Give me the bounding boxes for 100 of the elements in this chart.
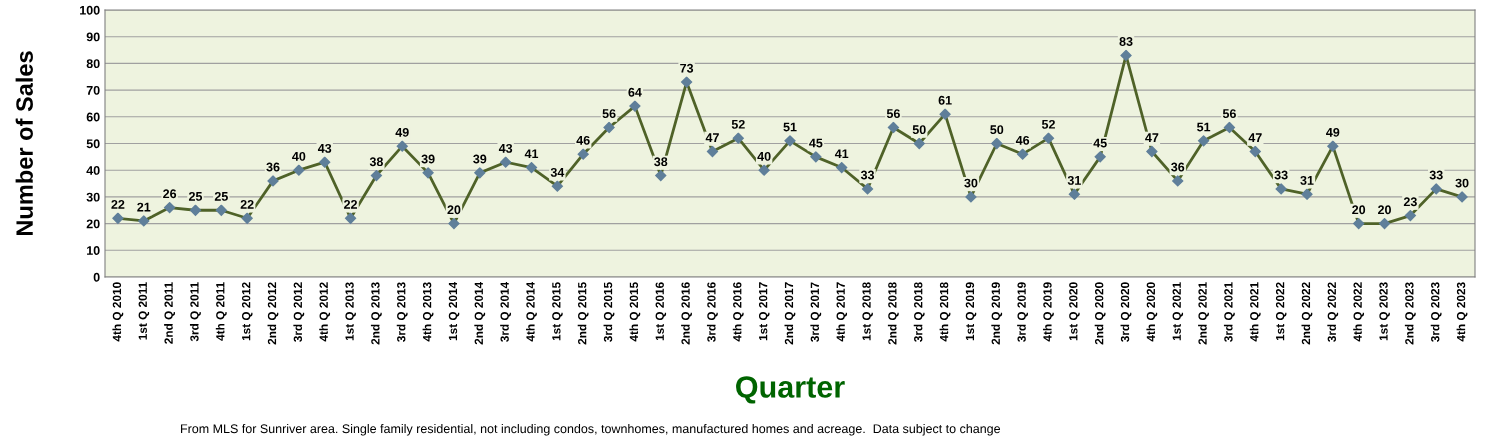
x-tick-label: 4th Q 2023	[1456, 282, 1468, 342]
x-tick-label: 2nd Q 2019	[991, 282, 1003, 345]
x-tick-label: 1st Q 2020	[1069, 282, 1080, 341]
x-tick-label: 1st Q 2018	[862, 282, 873, 341]
y-tick-label: 10	[87, 246, 100, 255]
x-tick-label: 1st Q 2013	[345, 282, 356, 341]
data-label: 33	[1429, 170, 1443, 180]
x-tick-label: 3rd Q 2023	[1430, 282, 1442, 342]
data-label: 31	[1067, 175, 1081, 185]
x-tick-label: 1st Q 2019	[965, 282, 977, 341]
x-tick-label: 3rd Q 2011	[189, 282, 201, 342]
x-tick-label: 4th Q 2014	[526, 281, 537, 342]
data-label: 43	[317, 143, 332, 153]
x-tick-label: 3rd Q 2017	[810, 282, 822, 342]
data-label: 23	[1403, 197, 1417, 207]
x-tick-label: 3rd Q 2013	[396, 282, 408, 342]
data-label: 36	[1171, 162, 1185, 172]
data-label: 26	[163, 189, 177, 199]
data-label: 38	[654, 157, 668, 167]
x-tick-label: 3rd Q 2019	[1017, 282, 1029, 342]
x-tick-label: 4th Q 2017	[836, 282, 848, 342]
x-tick-label: 2nd Q 2023	[1404, 282, 1416, 345]
data-label: 22	[344, 199, 358, 209]
x-tick-label: 4th Q 2016	[732, 282, 744, 342]
x-tick-label: 2nd Q 2021	[1198, 282, 1209, 345]
data-label: 52	[731, 119, 745, 129]
x-tick-label: 4th Q 2021	[1249, 282, 1261, 342]
data-label: 40	[292, 151, 306, 161]
data-label: 43	[498, 143, 513, 153]
x-tick-label: 4th Q 2013	[422, 282, 434, 342]
x-tick-label: 2nd Q 2011	[164, 282, 175, 344]
data-label: 20	[1378, 205, 1391, 215]
x-tick-label: 1st Q 2014	[448, 281, 460, 341]
data-label: 47	[1145, 133, 1159, 142]
y-tick-label: 100	[80, 5, 100, 15]
x-tick-label: 4th Q 2020	[1146, 282, 1158, 342]
x-tick-label: 2nd Q 2016	[681, 282, 692, 345]
y-tick-label: 30	[86, 192, 100, 202]
x-tick-label: 3rd Q 2020	[1120, 282, 1132, 342]
data-label: 33	[1274, 170, 1288, 180]
data-label: 34	[550, 167, 565, 177]
data-label: 56	[886, 109, 900, 119]
data-label: 56	[1222, 109, 1236, 119]
x-tick-label: 2nd Q 2015	[577, 282, 589, 345]
x-tick-label: 3rd Q 2018	[913, 282, 925, 342]
data-label: 45	[1093, 138, 1107, 148]
data-label: 50	[912, 125, 926, 135]
x-tick-label: 2nd Q 2013	[370, 282, 382, 345]
x-tick-label: 2nd Q 2014	[474, 281, 486, 345]
data-label: 25	[214, 191, 228, 201]
x-tick-label: 2nd Q 2012	[267, 282, 279, 345]
x-tick-label: 3rd Q 2015	[603, 282, 615, 342]
data-label: 39	[473, 154, 487, 164]
x-tick-label: 1st Q 2015	[552, 282, 563, 341]
data-label: 36	[266, 162, 280, 172]
x-tick-label: 1st Q 2016	[655, 282, 667, 341]
data-label: 41	[524, 149, 539, 158]
data-label: 41	[834, 149, 849, 158]
data-label: 61	[938, 95, 952, 105]
x-tick-label: 1st Q 2011	[138, 282, 150, 340]
y-axis-title: Number of Sales	[15, 51, 33, 236]
data-label: 49	[1326, 127, 1340, 137]
x-tick-label: 4th Q 2015	[629, 282, 641, 342]
y-tick-label: 50	[86, 139, 100, 149]
x-tick-label: 4th Q 2012	[319, 282, 331, 342]
data-label: 47	[1248, 133, 1262, 142]
data-label: 40	[757, 151, 771, 161]
data-label: 73	[680, 63, 694, 73]
x-axis-title: Quarter	[736, 376, 845, 404]
y-tick-label: 60	[86, 112, 100, 122]
x-tick-label: 3rd Q 2014	[500, 281, 512, 342]
x-tick-label: 2nd Q 2020	[1094, 282, 1106, 345]
y-tick-label: 20	[86, 219, 100, 229]
data-label: 56	[602, 109, 616, 119]
x-tick-label: 3rd Q 2012	[293, 282, 305, 342]
data-label: 51	[1197, 122, 1211, 132]
data-label: 52	[1041, 119, 1055, 129]
x-tick-label: 1st Q 2021	[1172, 282, 1184, 341]
x-tick-label: 2nd Q 2022	[1301, 282, 1313, 345]
y-tick-label: 90	[86, 32, 100, 42]
data-label: 45	[809, 138, 823, 148]
x-tick-label: 4th Q 2010	[112, 282, 124, 342]
data-label: 30	[964, 178, 978, 188]
x-tick-label: 1st Q 2023	[1379, 282, 1390, 341]
data-label: 30	[1455, 178, 1469, 188]
x-tick-label: 3rd Q 2022	[1327, 282, 1339, 342]
data-label: 20	[447, 205, 461, 215]
data-label: 22	[111, 199, 125, 209]
x-tick-label: 3rd Q 2021	[1223, 282, 1235, 342]
data-label: 49	[395, 127, 409, 137]
data-label: 31	[1300, 175, 1314, 185]
y-tick-label: 0	[93, 272, 100, 282]
data-label: 46	[1015, 135, 1030, 145]
data-label: 47	[705, 133, 719, 142]
data-label: 38	[369, 157, 383, 167]
x-tick-label: 3rd Q 2016	[706, 282, 718, 342]
y-tick-label: 70	[86, 85, 100, 95]
x-tick-label: 1st Q 2022	[1275, 282, 1287, 341]
x-tick-label: 4th Q 2019	[1042, 282, 1054, 342]
data-label: 46	[576, 135, 590, 145]
